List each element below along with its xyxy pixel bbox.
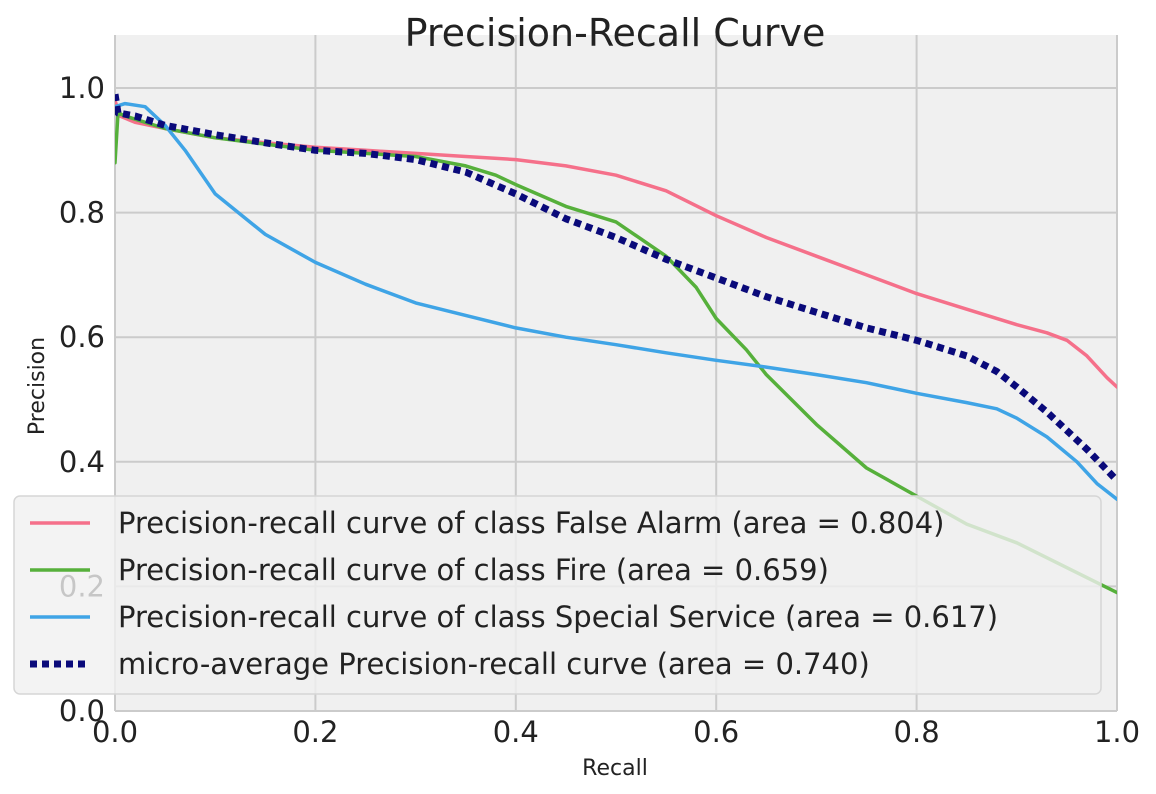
- x-tick-label: 0.8: [894, 715, 940, 749]
- y-tick-label: 0.8: [59, 196, 105, 230]
- series-line-2: [115, 111, 1117, 595]
- x-tick-label: 0.2: [292, 715, 338, 749]
- series-line-4: [115, 93, 1117, 483]
- x-tick-labels: 0.0 0.2 0.4 0.6 0.8 1.0: [92, 715, 1140, 749]
- legend-label-2: Precision-recall curve of class Fire (ar…: [118, 553, 829, 587]
- x-tick-label: 1.0: [1094, 715, 1140, 749]
- x-tick-label: 0.6: [693, 715, 739, 749]
- legend-label-4: micro-average Precision-recall curve (ar…: [118, 647, 870, 681]
- legend-label-3: Precision-recall curve of class Special …: [118, 600, 998, 634]
- series-lines: [115, 93, 1117, 595]
- x-axis-label: Recall: [582, 756, 648, 781]
- x-tick-label: 0.4: [493, 715, 539, 749]
- chart-title: Precision-Recall Curve: [405, 11, 826, 55]
- legend-box: [13, 495, 1102, 695]
- y-tick-label: 0.6: [59, 320, 105, 354]
- series-line-3: [115, 101, 1117, 501]
- y-axis-label: Precision: [25, 337, 50, 435]
- y-tick-label: 0.4: [59, 445, 105, 479]
- legend: Precision-recall curve of class False Al…: [13, 495, 1102, 695]
- x-tick-label: 0.0: [92, 715, 138, 749]
- y-tick-label: 1.0: [59, 71, 105, 105]
- y-tick-label: 0.0: [59, 694, 105, 728]
- legend-label-1: Precision-recall curve of class False Al…: [118, 506, 945, 540]
